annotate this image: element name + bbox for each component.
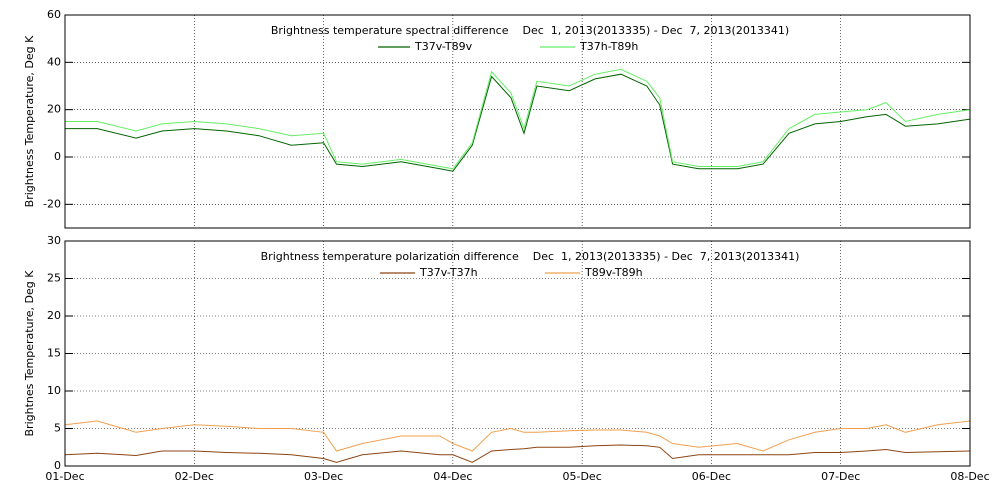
series-line [65,73,971,172]
y-tick-label: 20 [47,103,61,116]
series-line [64,444,971,463]
y-axis-label: Brightnes Temperature, Deg K [23,270,36,437]
x-tick-label: 06-Dec [692,470,731,483]
y-tick-label: 5 [54,422,61,435]
legend-label: T37v-T89v [414,40,473,53]
chart-title: Brightness temperature polarization diff… [261,250,800,263]
legend-label: T37h-T89h [579,40,638,53]
series-line [64,420,971,452]
legend-label: T89v-T89h [584,266,643,279]
y-tick-label: 40 [47,55,61,68]
x-tick-label: 04-Dec [433,470,472,483]
plot-frame [64,240,971,467]
y-tick-label: -20 [43,197,61,210]
y-tick-label: 60 [47,8,61,21]
series-line [65,68,971,170]
plot-frame [64,14,971,229]
chart-title: Brightness temperature spectral differen… [271,24,789,37]
x-tick-label: 07-Dec [821,470,860,483]
y-tick-label: 20 [47,309,61,322]
y-tick-label: 0 [54,150,61,163]
legend-label: T37v-T37h [419,266,478,279]
x-tick-label: 05-Dec [563,470,602,483]
y-tick-label: 25 [47,272,61,285]
y-tick-label: 10 [47,384,61,397]
y-axis-label: Brightness Temperature, Deg K [23,35,36,207]
x-tick-label: 01-Dec [45,470,84,483]
x-tick-label: 08-Dec [950,470,989,483]
x-tick-label: 03-Dec [304,470,343,483]
y-tick-label: 0 [54,459,61,472]
y-tick-label: 30 [47,234,61,247]
y-tick-label: 15 [47,347,61,360]
x-tick-label: 02-Dec [175,470,214,483]
